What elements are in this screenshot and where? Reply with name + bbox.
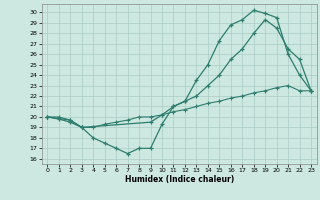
X-axis label: Humidex (Indice chaleur): Humidex (Indice chaleur) xyxy=(124,175,234,184)
